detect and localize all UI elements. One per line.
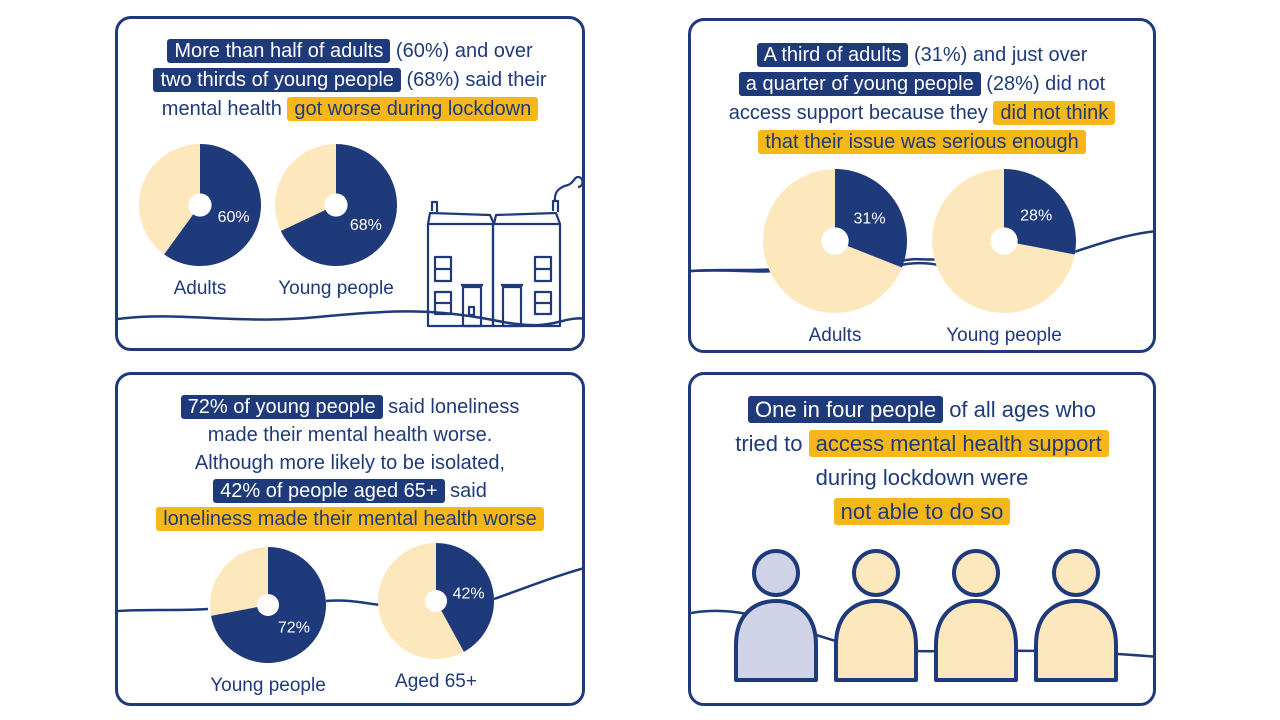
pie-value-label: 31% [854, 211, 886, 228]
statement-text: said [444, 480, 487, 502]
highlight-navy: One in four people [748, 396, 944, 423]
pie-category-label: Young people [210, 675, 326, 696]
pie-center-hole [188, 193, 212, 217]
statement-text: during lockdown were [815, 465, 1029, 490]
people-row [734, 549, 1118, 682]
panel-did-not-access-support: A third of adults (31%) and just over a q… [688, 18, 1156, 353]
panel-loneliness: 72% of young people said loneliness made … [115, 372, 585, 706]
pie-center-hole [821, 227, 849, 255]
statement-text: (60%) and over [390, 40, 533, 62]
pie-aged-65-plus: 42% Aged 65+ [378, 543, 494, 692]
pie-adults: 60% Adults [139, 144, 261, 299]
pie-slice-value [164, 144, 261, 266]
ground-line [691, 230, 1153, 273]
pie-slice-value [436, 543, 494, 652]
statement-text: (28%) did not [980, 73, 1106, 95]
panel-unable-to-access: One in four people of all ages who tried … [688, 372, 1156, 706]
pie-slice-value [1004, 169, 1076, 255]
highlight-yellow: not able to do so [833, 498, 1011, 525]
statement-text: tried to [735, 431, 809, 456]
panel-2-art: 31% Adults 28% Young people [691, 169, 1153, 346]
pie-category-label: Adults [809, 325, 862, 346]
highlight-yellow: got worse during lockdown [287, 97, 539, 121]
pie-category-label: Adults [174, 278, 227, 299]
pie-center-hole [324, 193, 348, 217]
ground-line [118, 310, 582, 327]
statement-text: access support because they [728, 102, 994, 124]
pie-value-label: 60% [218, 209, 250, 226]
pie-value-label: 28% [1020, 207, 1052, 224]
pie-young-people: 68% Young people [275, 144, 398, 299]
statement-text: said loneliness [382, 396, 520, 418]
statement-text: mental health [161, 98, 288, 120]
highlight-yellow: did not think [993, 101, 1116, 125]
highlight-navy: a quarter of young people [738, 72, 981, 96]
pie-center-hole [990, 227, 1018, 255]
panel-4-art [691, 549, 1153, 682]
pie-value-label: 72% [278, 619, 310, 636]
pie-slice-value [835, 169, 907, 268]
highlight-navy: 42% of people aged 65+ [213, 479, 445, 503]
pie-value-label: 42% [453, 586, 485, 603]
panel-1-text: More than half of adults (60%) and over … [126, 37, 574, 124]
statement-text: (31%) and just over [908, 44, 1088, 66]
person-icon-highlighted [734, 549, 818, 682]
pie-young-people: 28% Young people [932, 169, 1076, 346]
highlight-navy: A third of adults [756, 43, 909, 67]
pie-adults: 31% Adults [763, 169, 907, 346]
person-icon [1034, 549, 1118, 682]
statement-text: (68%) said their [400, 69, 547, 91]
panel-1-art: 60% Adults 68% Young people [118, 144, 582, 328]
highlight-yellow: loneliness made their mental health wors… [156, 507, 544, 531]
pie-category-label: Young people [278, 278, 394, 299]
statement-text: made their mental health worse. [207, 424, 493, 446]
highlight-navy: More than half of adults [167, 39, 391, 63]
highlight-navy: two thirds of young people [153, 68, 401, 92]
panel-3-art: 72% Young people 42% Aged 65+ [118, 543, 582, 696]
panel-3-text: 72% of young people said loneliness made … [126, 393, 574, 533]
highlight-yellow: that their issue was serious enough [758, 130, 1086, 154]
panel-2-text: A third of adults (31%) and just over a q… [699, 41, 1145, 157]
highlight-navy: 72% of young people [180, 395, 383, 419]
pie-center-hole [424, 589, 448, 613]
pie-center-hole [256, 593, 280, 617]
statement-text: of all ages who [943, 397, 1096, 422]
pie-value-label: 68% [350, 217, 382, 234]
highlight-yellow: access mental health support [808, 430, 1109, 457]
pie-category-label: Young people [946, 325, 1062, 346]
pie-category-label: Aged 65+ [395, 671, 477, 692]
house-illustration [426, 175, 582, 328]
panel-worse-during-lockdown: More than half of adults (60%) and over … [115, 16, 585, 351]
pie-young-people: 72% Young people [210, 547, 326, 696]
person-icon [934, 549, 1018, 682]
statement-text: Although more likely to be isolated, [194, 452, 506, 474]
panel-4-text: One in four people of all ages who tried … [699, 393, 1145, 529]
person-icon [834, 549, 918, 682]
